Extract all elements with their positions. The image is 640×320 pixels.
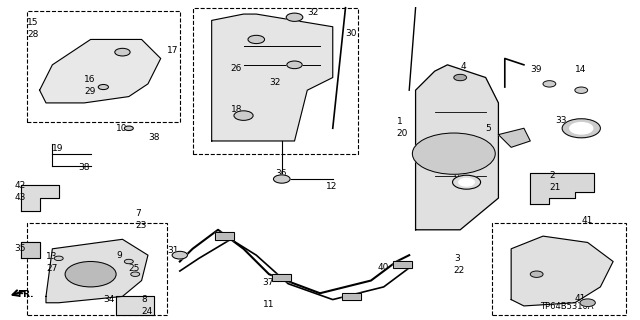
Polygon shape (511, 236, 613, 306)
Text: 41: 41 (575, 294, 586, 303)
Text: 22: 22 (454, 266, 465, 275)
Text: 19: 19 (52, 144, 64, 153)
Text: 40: 40 (378, 263, 388, 272)
Text: TP64B5310A: TP64B5310A (541, 302, 594, 311)
Text: 18: 18 (231, 105, 243, 114)
Circle shape (115, 48, 130, 56)
Circle shape (570, 123, 593, 134)
Circle shape (287, 61, 302, 69)
Text: 39: 39 (531, 65, 542, 74)
Polygon shape (20, 185, 59, 211)
Circle shape (131, 272, 140, 276)
Text: 11: 11 (262, 300, 274, 309)
Circle shape (273, 175, 290, 183)
Text: 36: 36 (275, 169, 287, 178)
Circle shape (99, 84, 108, 90)
Bar (394, 261, 412, 268)
Text: 8: 8 (141, 295, 147, 304)
Bar (215, 232, 234, 240)
Text: 24: 24 (141, 307, 153, 316)
Text: 5: 5 (486, 124, 492, 133)
Circle shape (459, 178, 474, 186)
Text: 16: 16 (84, 75, 96, 84)
Circle shape (452, 175, 481, 189)
Text: 12: 12 (326, 181, 338, 190)
Circle shape (575, 87, 588, 93)
Text: 21: 21 (549, 183, 561, 192)
Text: 4: 4 (460, 62, 466, 71)
Text: 27: 27 (46, 264, 58, 273)
Text: 26: 26 (231, 63, 242, 73)
Text: 42: 42 (14, 181, 26, 190)
Text: 37: 37 (262, 278, 274, 287)
Polygon shape (46, 239, 148, 303)
Circle shape (454, 74, 467, 81)
Polygon shape (415, 65, 499, 230)
Text: 7: 7 (135, 209, 141, 219)
Bar (272, 274, 291, 281)
Text: 25: 25 (129, 264, 140, 273)
Text: 30: 30 (346, 28, 357, 38)
Circle shape (286, 13, 303, 21)
Text: 13: 13 (46, 252, 58, 261)
Text: 32: 32 (307, 8, 319, 17)
Text: 41: 41 (581, 216, 593, 225)
Circle shape (543, 81, 556, 87)
Polygon shape (20, 243, 40, 258)
Text: 28: 28 (27, 30, 38, 39)
Bar (394, 261, 412, 268)
Text: 2: 2 (549, 172, 555, 180)
Circle shape (531, 271, 543, 277)
Text: 20: 20 (396, 130, 408, 139)
Bar (272, 274, 291, 281)
Polygon shape (212, 14, 333, 141)
Text: 31: 31 (167, 246, 179, 255)
Text: 34: 34 (103, 295, 115, 304)
Circle shape (412, 133, 495, 174)
Circle shape (65, 261, 116, 287)
Text: 1: 1 (396, 117, 402, 126)
Text: 23: 23 (135, 220, 147, 229)
Polygon shape (116, 296, 154, 316)
Text: 10: 10 (116, 124, 127, 133)
Circle shape (124, 259, 133, 264)
Text: 38: 38 (148, 133, 159, 142)
Circle shape (248, 35, 264, 44)
Polygon shape (499, 128, 531, 147)
Circle shape (124, 126, 133, 131)
Text: 17: 17 (167, 46, 179, 55)
Circle shape (172, 252, 188, 259)
Text: 6: 6 (454, 172, 460, 180)
Bar (342, 292, 362, 300)
Polygon shape (531, 173, 594, 204)
Text: 38: 38 (78, 164, 90, 172)
Text: 32: 32 (269, 78, 280, 87)
Text: 14: 14 (575, 65, 586, 74)
Polygon shape (40, 39, 161, 103)
Circle shape (562, 119, 600, 138)
Bar (342, 292, 362, 300)
Text: 43: 43 (14, 193, 26, 202)
Text: 9: 9 (116, 251, 122, 260)
Circle shape (234, 111, 253, 120)
Text: 3: 3 (454, 254, 460, 263)
Circle shape (54, 256, 63, 260)
Text: 29: 29 (84, 87, 95, 96)
Bar (215, 232, 234, 240)
Text: 35: 35 (14, 244, 26, 253)
Text: 33: 33 (556, 116, 567, 125)
Text: 15: 15 (27, 18, 38, 27)
Text: FR.: FR. (17, 290, 34, 299)
Circle shape (580, 299, 595, 307)
